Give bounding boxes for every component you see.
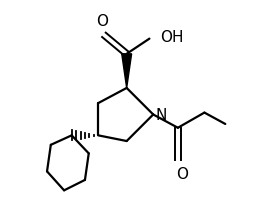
Polygon shape [122, 54, 131, 88]
Text: O: O [176, 167, 188, 182]
Text: N: N [155, 108, 167, 123]
Text: O: O [96, 14, 108, 29]
Text: OH: OH [160, 30, 183, 45]
